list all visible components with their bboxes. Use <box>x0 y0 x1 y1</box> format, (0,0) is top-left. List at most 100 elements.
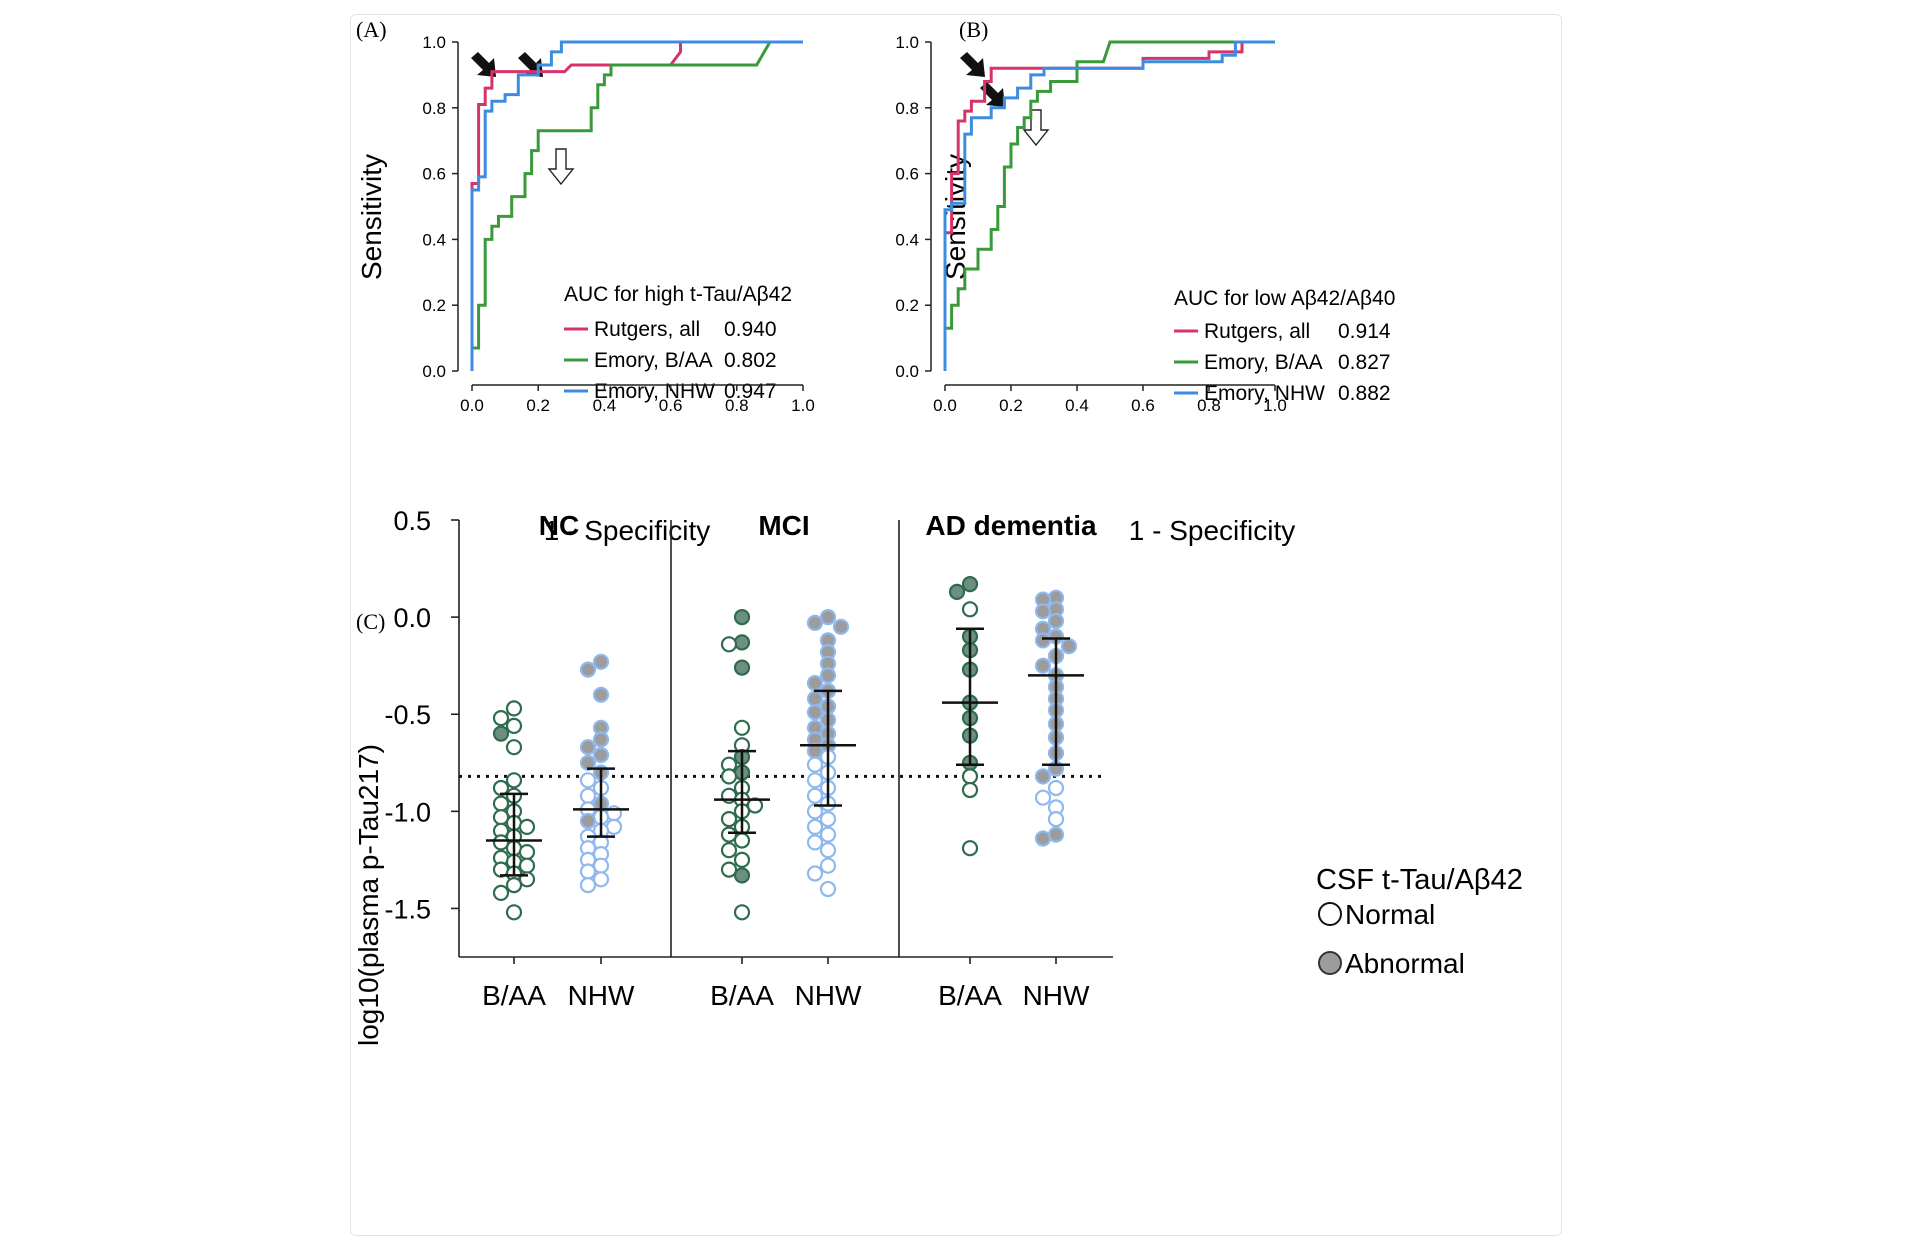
data-point <box>492 834 510 851</box>
data-point <box>492 809 510 826</box>
legend-title-c: CSF t-Tau/Aβ42 <box>1316 864 1523 896</box>
legend-label-normal: Normal <box>1345 899 1435 930</box>
data-point <box>733 867 751 884</box>
y-tick-label-a: 0.0 <box>422 362 446 381</box>
data-point <box>518 843 536 861</box>
legend-label-abnormal: Abnormal <box>1345 948 1465 979</box>
x-tick-label-a: 0.8 <box>725 396 749 415</box>
y-tick-label-c: -0.5 <box>384 700 431 730</box>
data-point <box>1034 657 1052 674</box>
data-point <box>819 857 837 874</box>
roc-panel-a: (A) 1 - Specificity Sensitivity AUC for … <box>356 17 815 546</box>
legend-auc-rutgers-b: 0.914 <box>1338 320 1391 343</box>
x-tick-label-a: 0.6 <box>659 396 683 415</box>
data-point <box>1034 789 1052 806</box>
x-tick-label-a: 0.4 <box>593 396 617 415</box>
x-tick-label-b: 0.4 <box>1065 396 1089 415</box>
x-tick-label-b: 0.2 <box>999 396 1023 415</box>
legend-auc-baa-b: 0.827 <box>1338 351 1391 374</box>
y-tick-label-b: 1.0 <box>895 33 919 52</box>
data-point <box>492 795 510 812</box>
data-point <box>592 731 610 748</box>
roc-panel-b: (B) 1 - Specificity Sensitivity AUC for … <box>895 17 1395 546</box>
data-point <box>1047 612 1065 630</box>
data-point <box>806 772 824 789</box>
data-point <box>819 667 837 684</box>
roc-curve-b-emory-nhw <box>943 40 1275 371</box>
x-tick-label-c: B/AA <box>710 980 774 1011</box>
data-point <box>806 756 824 773</box>
data-point <box>806 787 824 804</box>
data-point <box>720 636 738 653</box>
y-tick-label-c: 0.5 <box>393 506 431 536</box>
x-tick-label-a: 1.0 <box>791 396 815 415</box>
legend-auc-nhw-b: 0.882 <box>1338 382 1391 405</box>
group-title: MCI <box>758 510 809 541</box>
data-point <box>819 810 837 828</box>
data-point <box>961 768 979 785</box>
data-point <box>1047 826 1065 843</box>
arrow-icon-nhw-b <box>980 82 1005 107</box>
roc-curve-b-rutgers-all <box>943 40 1275 371</box>
x-tick-label-c: B/AA <box>938 980 1002 1011</box>
group-title: NC <box>539 510 579 541</box>
data-point <box>1034 632 1052 649</box>
legend-label-baa-b: Emory, B/AA <box>1204 351 1323 374</box>
data-point <box>579 787 597 804</box>
data-point <box>948 583 966 601</box>
data-point <box>806 614 824 632</box>
y-tick-label-c: 0.0 <box>393 603 431 633</box>
arrow-icon-rutgers-b <box>960 52 985 77</box>
legend-auc-baa-a: 0.802 <box>724 349 777 372</box>
data-point <box>592 653 610 670</box>
legend-label-rutgers-b: Rutgers, all <box>1204 320 1310 343</box>
data-point <box>733 832 751 849</box>
data-point <box>733 659 751 676</box>
y-tick-label-c: -1.5 <box>384 894 431 924</box>
data-point <box>832 618 850 635</box>
data-point <box>819 880 837 898</box>
data-point <box>492 884 510 902</box>
roc-curve-a-emory-b-aa <box>470 40 803 371</box>
scatter-panel-c: (C) log10(plasma p-Tau217) CSF t-Tau/Aβ4… <box>353 506 1523 1046</box>
data-point <box>720 810 738 828</box>
data-point <box>1060 638 1078 655</box>
data-point <box>1047 810 1065 828</box>
data-point <box>806 674 824 692</box>
data-point <box>505 717 523 735</box>
panel-label-c: (C) <box>356 609 385 634</box>
data-point <box>518 857 536 874</box>
legend-title-a: AUC for high t-Tau/Aβ42 <box>564 283 792 306</box>
roc-curve-b-emory-b-aa <box>943 40 1275 371</box>
data-point <box>819 608 837 626</box>
x-axis-label-a: 1 - Specificity <box>544 515 711 546</box>
data-point <box>733 851 751 869</box>
data-point <box>505 700 523 717</box>
data-point <box>1034 603 1052 620</box>
data-point <box>733 719 751 736</box>
panel-label-b: (B) <box>959 17 988 42</box>
y-tick-label-b: 0.0 <box>895 362 919 381</box>
data-point <box>605 818 623 836</box>
data-point <box>720 826 738 843</box>
legend-auc-rutgers-a: 0.940 <box>724 318 777 341</box>
y-tick-label-b: 0.2 <box>895 296 919 315</box>
group-title: AD dementia <box>925 510 1097 541</box>
legend-marker-normal <box>1318 902 1342 926</box>
figure-panel: (A) 1 - Specificity Sensitivity AUC for … <box>350 14 1562 1236</box>
data-point <box>579 812 597 830</box>
y-tick-label-c: -1.0 <box>384 797 431 827</box>
data-point <box>592 686 610 703</box>
x-tick-label-a: 0.0 <box>460 396 484 415</box>
data-point <box>579 739 597 756</box>
legend-label-nhw-b: Emory, NHW <box>1204 382 1325 405</box>
data-point <box>806 818 824 836</box>
roc-curve-a-rutgers-all <box>470 40 803 371</box>
data-point <box>505 739 523 756</box>
data-point <box>592 857 610 874</box>
data-point <box>961 840 979 857</box>
data-point <box>492 725 510 742</box>
data-point <box>579 661 597 678</box>
legend-c: CSF t-Tau/Aβ42 Normal Abnormal <box>1316 864 1523 979</box>
data-point <box>579 772 597 789</box>
